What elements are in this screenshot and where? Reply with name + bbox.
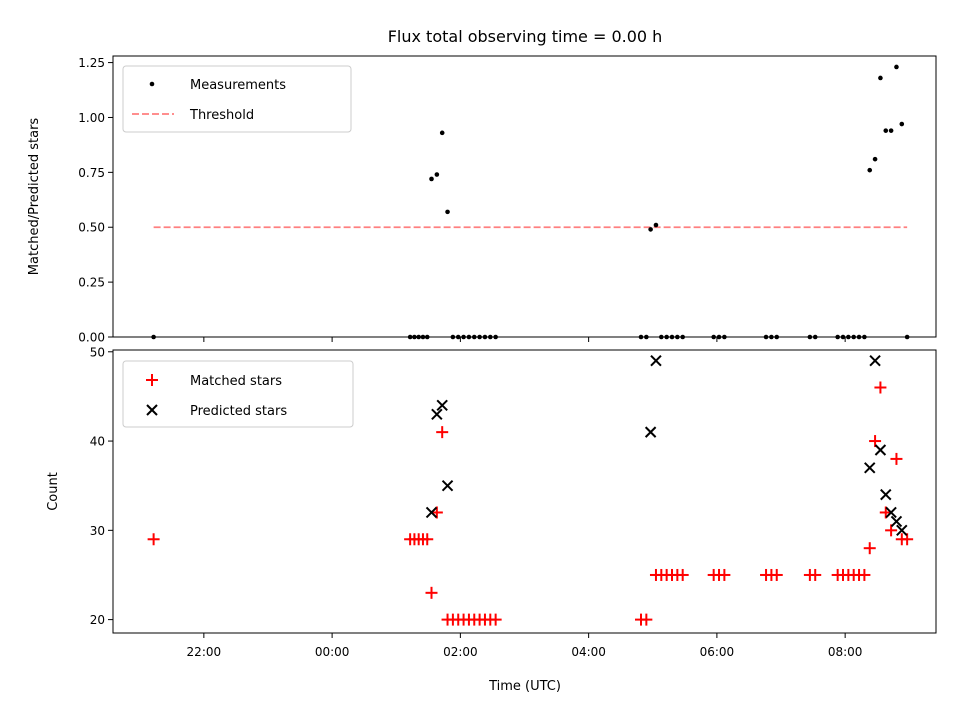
x-tick-label: 00:00 — [315, 645, 350, 659]
predicted-stars-point — [890, 515, 903, 528]
matched-stars-point — [874, 381, 887, 394]
count-y-axis-label: Count — [46, 472, 61, 511]
matched-stars-point — [425, 586, 438, 599]
x-tick-label: 06:00 — [700, 645, 735, 659]
matched-stars-point — [863, 542, 876, 555]
measurement-point — [648, 227, 653, 232]
count-y-tick-label: 50 — [90, 345, 105, 359]
matched-stars-point — [858, 568, 871, 581]
matched-stars-point — [718, 568, 731, 581]
predicted-stars-point — [436, 399, 448, 412]
measurement-point — [878, 75, 883, 81]
legend-predicted-marker — [146, 404, 158, 416]
matched-stars-point — [489, 613, 502, 626]
ratio-legend-box — [122, 65, 352, 133]
matched-stars-point — [640, 613, 653, 626]
measurement-point — [439, 130, 445, 136]
x-axis-label: Time (UTC) — [488, 679, 561, 694]
count-legend: Matched stars Predicted stars — [122, 360, 354, 428]
predicted-stars-point — [874, 444, 887, 456]
x-tick-label: 22:00 — [187, 645, 222, 659]
x-tick-label: 04:00 — [571, 645, 606, 659]
matched-stars-point — [885, 524, 898, 537]
ratio-y-tick-label: 0.75 — [78, 166, 105, 180]
count-plot-frame — [112, 349, 937, 634]
measurement-point — [653, 222, 659, 228]
legend-matched-label: Matched stars — [190, 374, 282, 389]
matched-stars-point — [436, 426, 449, 439]
legend-matched-marker — [146, 374, 158, 386]
matched-stars-point — [770, 568, 783, 581]
measurement-point — [445, 209, 450, 215]
ratio-panel: 0.00 0.25 0.50 0.75 1.00 1.25 Matched/Predict… — [27, 55, 937, 345]
measurement-point — [872, 156, 878, 162]
ratio-y-tick-label: 1.00 — [78, 111, 105, 125]
ratio-y-ticks: 0.00 0.25 0.50 0.75 1.00 1.25 — [78, 56, 113, 345]
count-y-tick-label: 20 — [90, 613, 105, 627]
count-y-tick-label: 40 — [90, 435, 105, 449]
ratio-y-tick-label: 0.50 — [78, 221, 105, 235]
matched-stars-point — [869, 435, 882, 448]
count-plot-marks — [147, 355, 914, 626]
ratio-y-tick-label: 1.25 — [78, 56, 105, 70]
ratio-legend: Measurements Threshold — [122, 65, 352, 133]
matched-stars-point — [676, 568, 689, 581]
matched-stars-point — [901, 533, 914, 546]
chart-title: Flux total observing time = 0.00 h — [388, 27, 663, 46]
ratio-y-tick-label: 0.25 — [78, 276, 105, 290]
legend-predicted-label: Predicted stars — [190, 404, 287, 419]
predicted-stars-point — [869, 355, 881, 367]
measurement-point — [883, 128, 889, 133]
predicted-stars-point — [650, 355, 662, 367]
ratio-plot-marks — [151, 64, 910, 340]
ratio-y-axis-label: Matched/Predicted stars — [27, 118, 42, 276]
predicted-stars-point — [896, 524, 908, 537]
predicted-stars-point — [441, 479, 454, 492]
measurement-point — [434, 172, 440, 177]
predicted-stars-point — [425, 506, 438, 519]
measurement-point — [899, 121, 905, 127]
count-x-ticks: 22:00 00:00 02:00 04:00 06:00 08:00 — [187, 633, 863, 659]
count-y-ticks: 20 30 40 50 — [90, 345, 113, 627]
ratio-y-tick-label: 0.00 — [78, 331, 105, 345]
measurement-point — [429, 176, 434, 182]
predicted-stars-point — [880, 488, 892, 501]
ratio-plot-frame — [112, 55, 937, 338]
predicted-stars-point — [431, 408, 443, 420]
measurement-point — [867, 167, 873, 173]
legend-measurements-marker — [149, 81, 155, 87]
measurement-point — [888, 128, 894, 133]
count-y-tick-label: 30 — [90, 524, 105, 538]
predicted-stars-point — [864, 462, 876, 474]
x-tick-label: 02:00 — [443, 645, 478, 659]
matched-stars-point — [147, 533, 160, 546]
count-legend-box — [122, 360, 354, 428]
matched-stars-point — [809, 568, 822, 581]
predicted-stars-point — [644, 426, 657, 438]
matched-stars-point — [890, 452, 903, 465]
legend-measurements-label: Measurements — [190, 78, 286, 93]
predicted-stars-point — [885, 506, 897, 519]
legend-threshold-label: Threshold — [189, 108, 254, 123]
x-tick-label: 08:00 — [828, 645, 863, 659]
ratio-x-ticks — [203, 337, 846, 342]
matched-stars-point — [421, 533, 434, 546]
measurement-point — [894, 64, 899, 70]
